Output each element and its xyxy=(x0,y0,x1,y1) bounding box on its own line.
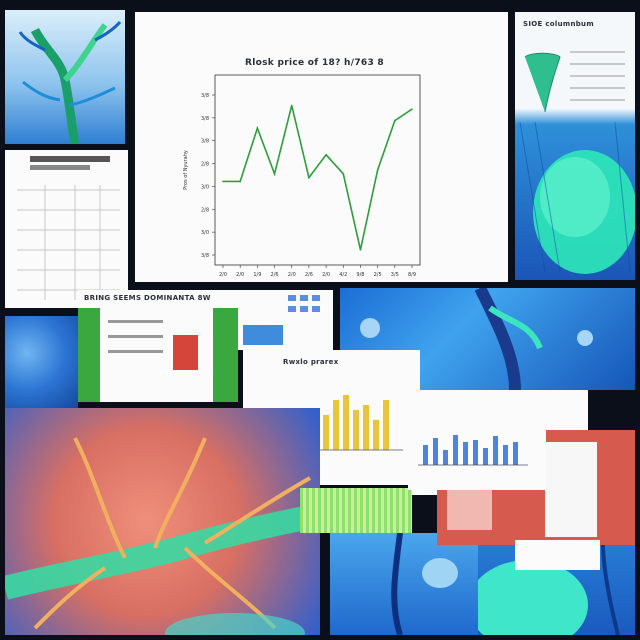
plot-frame xyxy=(214,74,421,266)
x-tick-label: 8/9 xyxy=(408,272,416,278)
coral-branch-image xyxy=(5,10,125,144)
x-tick-label: 2/0 xyxy=(236,272,244,278)
infographic-banner: BRING SEEMS DOMINANTA 8W xyxy=(78,290,238,402)
data-point xyxy=(273,173,276,175)
data-point xyxy=(394,119,396,122)
data-point xyxy=(290,104,293,107)
x-tick-label: 2/5 xyxy=(374,272,382,278)
top-right-title: SIOE columnbum xyxy=(523,20,594,28)
main-line-chart-panel: Rlosk price of 18? h/763 8 3/8 3/8 3/8 2/8 3… xyxy=(135,12,508,282)
coral-vascular-image xyxy=(5,408,320,635)
green-grid-strip xyxy=(300,488,412,533)
x-tick-label: 2/6 xyxy=(305,272,313,278)
building-window-panel xyxy=(238,290,333,350)
document-sheet-left xyxy=(5,150,128,308)
x-tick-label: 9/8 xyxy=(356,272,364,278)
sphere-columns-image: SIOE columnbum xyxy=(515,12,635,280)
blue-water-bottom xyxy=(330,533,478,635)
data-point xyxy=(411,108,413,110)
data-series-line xyxy=(223,105,413,250)
data-point xyxy=(222,180,224,183)
data-point xyxy=(308,176,310,179)
x-tick-label: 2/0 xyxy=(322,272,330,278)
line-chart: 3/8 3/8 3/8 2/8 3/0 2/8 3/0 3/8 2/0 2/0 1/9 2/6 2/0 2… xyxy=(183,74,421,278)
x-tick-label: 2/0 xyxy=(219,272,227,278)
data-point xyxy=(376,169,379,171)
y-tick-label: 3/8 xyxy=(201,253,209,259)
y-tick-label: 3/8 xyxy=(201,93,209,99)
blue-bar-chart-overlay xyxy=(408,390,546,490)
small-note-panel xyxy=(515,540,600,570)
data-point xyxy=(342,173,345,175)
data-point xyxy=(239,180,241,183)
blue-cell-texture xyxy=(5,316,78,408)
data-point xyxy=(256,127,259,129)
y-tick-label: 2/8 xyxy=(201,162,209,168)
data-point xyxy=(325,154,327,156)
mid-banner-title: BRING SEEMS DOMINANTA 8W xyxy=(84,294,211,302)
x-tick-label: 2/6 xyxy=(271,272,279,278)
y-tick-label: 3/0 xyxy=(201,184,209,190)
x-tick-label: 2/0 xyxy=(288,272,296,278)
y-tick-label: 3/8 xyxy=(201,139,209,145)
y-tick-label: 2/8 xyxy=(201,207,209,213)
x-tick-label: 3/5 xyxy=(391,272,399,278)
y-tick-label: 3/8 xyxy=(201,116,209,122)
x-tick-label: 1/9 xyxy=(253,272,261,278)
data-point xyxy=(359,249,362,251)
main-chart-title: Rlosk price of 18? h/763 8 xyxy=(245,58,384,68)
y-tick-label: 3/0 xyxy=(201,230,209,236)
mid-chart-title: Rwxlo prarex xyxy=(283,358,339,366)
y-axis-label: Pros of Nyurahy xyxy=(183,150,189,190)
x-tick-label: 4/2 xyxy=(339,272,347,278)
